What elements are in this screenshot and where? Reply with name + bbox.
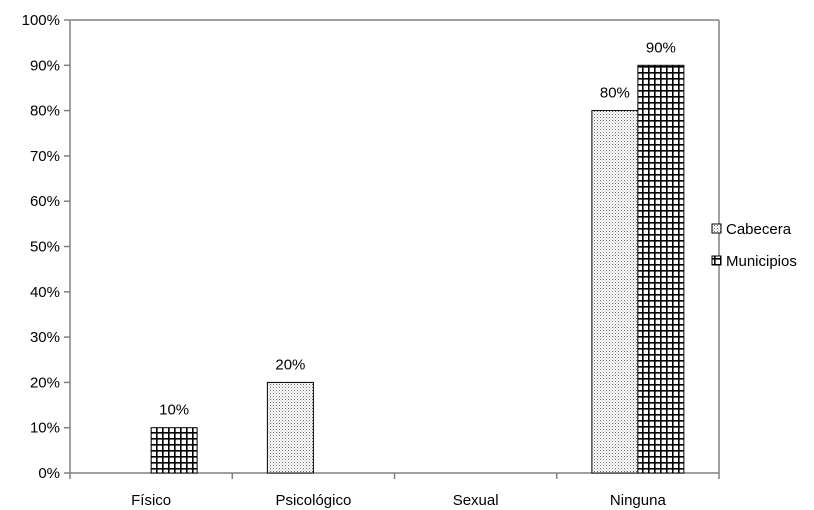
data-label: 90%: [646, 39, 676, 56]
y-tick-label: 90%: [30, 57, 60, 74]
y-tick-label: 10%: [30, 420, 60, 437]
x-tick-label: Psicológico: [275, 492, 351, 509]
y-tick-label: 20%: [30, 374, 60, 391]
y-tick-label: 70%: [30, 148, 60, 165]
y-tick-label: 60%: [30, 193, 60, 210]
x-tick-label: Ninguna: [610, 492, 667, 509]
y-tick-label: 50%: [30, 239, 60, 256]
data-label: 20%: [275, 356, 305, 373]
y-tick-label: 30%: [30, 329, 60, 346]
legend-label-municipios: Municipios: [726, 253, 797, 270]
legend-label-cabecera: Cabecera: [726, 221, 792, 238]
data-label: 80%: [600, 85, 630, 102]
x-tick-label: Sexual: [453, 492, 499, 509]
x-tick-label: Físico: [131, 492, 171, 509]
bar-municipios: [150, 427, 198, 474]
legend-swatch-municipios: [711, 255, 722, 266]
legend-swatch-cabecera: [711, 223, 722, 234]
y-tick-label: 0%: [38, 465, 60, 482]
bar-municipios: [637, 64, 685, 474]
data-label: 10%: [159, 402, 189, 419]
legend: Cabecera Municipios: [711, 221, 797, 270]
bar-cabecera: [591, 110, 639, 474]
bar-cabecera: [266, 381, 314, 474]
y-tick-label: 100%: [22, 12, 60, 29]
y-tick-label: 80%: [30, 103, 60, 120]
y-tick-label: 40%: [30, 284, 60, 301]
